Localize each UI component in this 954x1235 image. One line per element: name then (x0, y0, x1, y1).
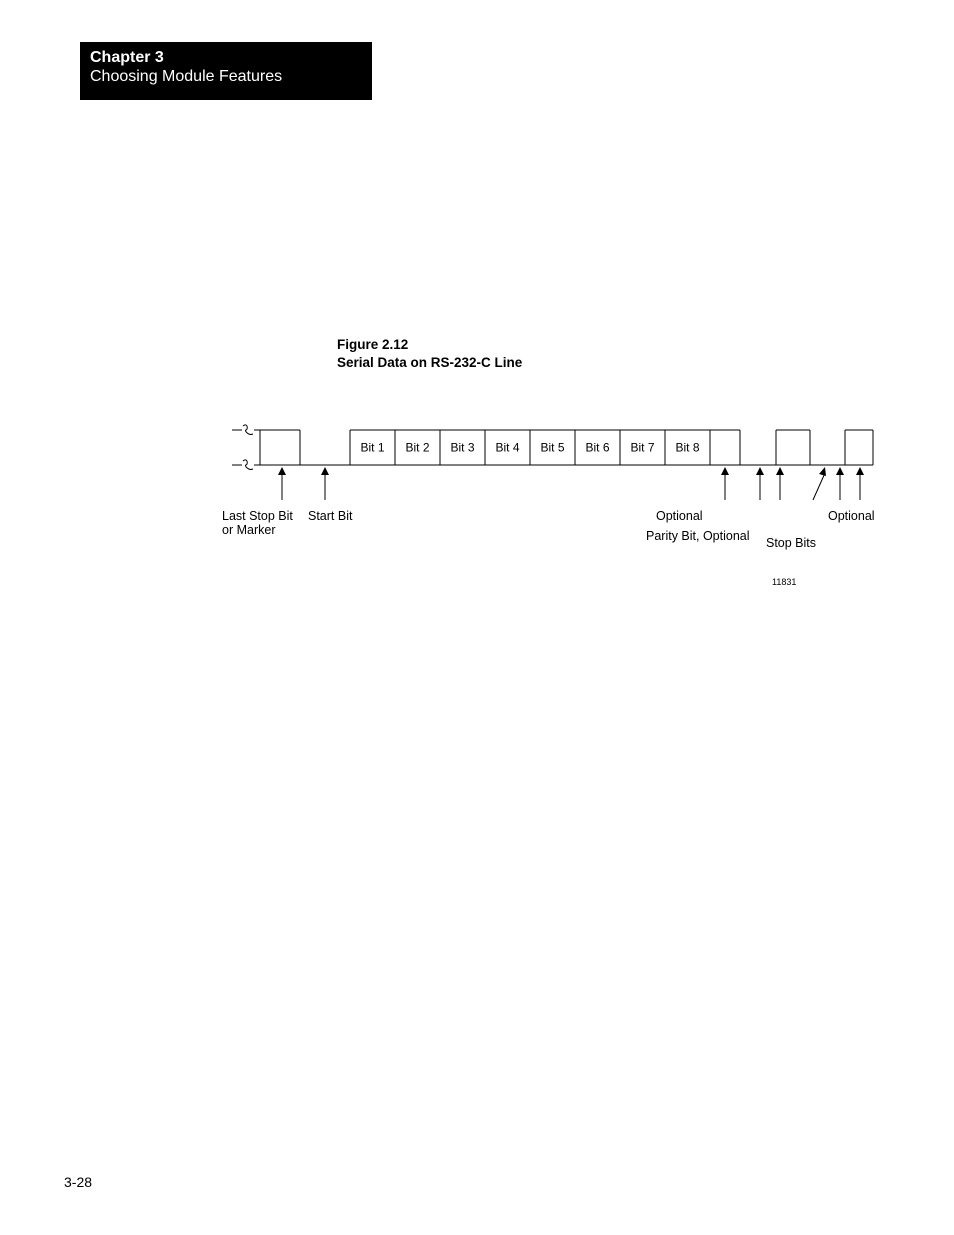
svg-text:Optional: Optional (656, 509, 703, 523)
svg-text:Bit 5: Bit 5 (540, 441, 564, 455)
svg-text:Parity Bit, Optional: Parity Bit, Optional (646, 529, 750, 543)
chapter-header: Chapter 3 Choosing Module Features (80, 42, 372, 100)
chapter-title: Chapter 3 (90, 48, 362, 67)
svg-text:Bit 3: Bit 3 (450, 441, 474, 455)
svg-text:Start Bit: Start Bit (308, 509, 353, 523)
figure-number: Figure 2.12 (337, 336, 522, 354)
svg-text:Bit 6: Bit 6 (585, 441, 609, 455)
svg-text:Bit 7: Bit 7 (630, 441, 654, 455)
serial-data-diagram: Bit 1 Bit 2 Bit 3 Bit 4 Bit 5 Bit 6 Bit 7 Bit 8… (220, 420, 900, 600)
svg-text:or Marker: or Marker (222, 523, 275, 537)
page-number: 3-28 (64, 1174, 92, 1190)
svg-text:Bit 1: Bit 1 (360, 441, 384, 455)
svg-text:Bit 2: Bit 2 (405, 441, 429, 455)
figure-title: Serial Data on RS-232-C Line (337, 354, 522, 372)
svg-text:Bit 8: Bit 8 (675, 441, 699, 455)
chapter-subtitle: Choosing Module Features (90, 67, 362, 86)
svg-text:Optional: Optional (828, 509, 875, 523)
figure-id: 11831 (772, 577, 796, 587)
figure-caption: Figure 2.12 Serial Data on RS-232-C Line (337, 336, 522, 372)
svg-text:Bit 4: Bit 4 (495, 441, 519, 455)
svg-text:Stop Bits: Stop Bits (766, 536, 816, 550)
svg-text:Last Stop Bit: Last Stop Bit (222, 509, 293, 523)
